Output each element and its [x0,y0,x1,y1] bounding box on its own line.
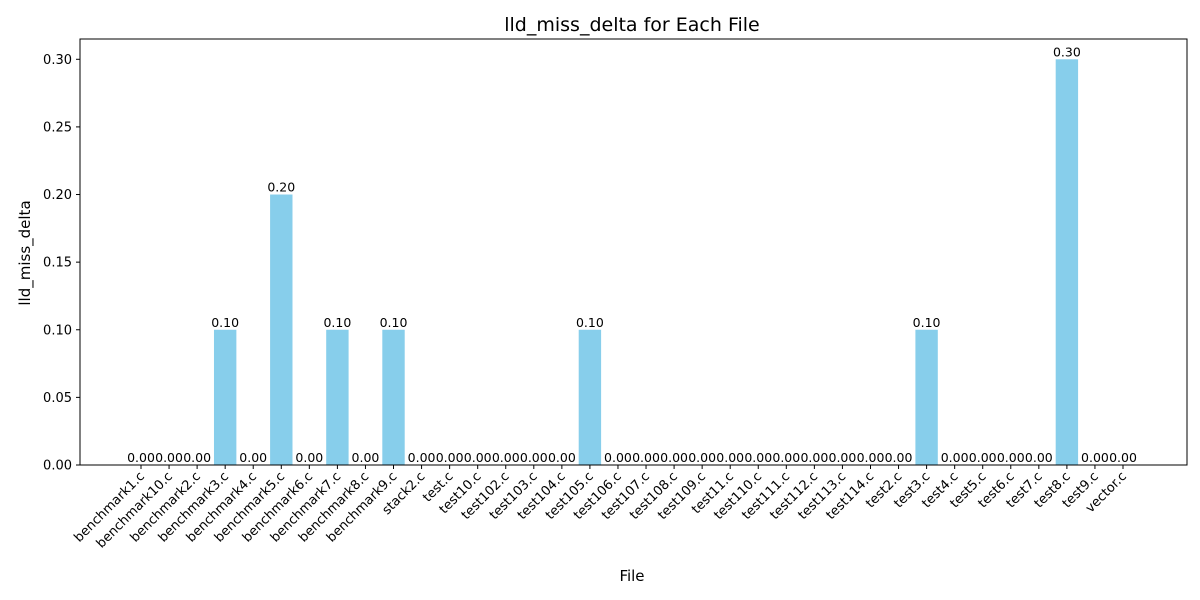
bar-benchmark9.c [382,329,405,465]
data-label: 0.00 [127,450,155,465]
data-label: 0.00 [632,450,660,465]
data-label: 0.00 [829,450,857,465]
data-label: 0.00 [941,450,969,465]
data-label: 0.00 [857,450,885,465]
data-label: 0.00 [744,450,772,465]
data-label: 0.00 [239,450,267,465]
plot-frame [79,38,1188,466]
bar-benchmark3.c [213,329,237,465]
data-labels-group: 0.00 0.00 0.000.100.000.200.000.100.000.10… [127,44,1137,465]
data-label: 0.10 [913,315,941,330]
data-label: 0.00 [352,450,380,465]
data-label: 0.00 [688,450,716,465]
bar-benchmark7.c [326,329,349,465]
data-label: 0.00 [1081,450,1109,465]
data-label: 0.00 [997,450,1025,465]
data-label: 0.00 [295,450,323,465]
data-label: 0.00 [464,450,492,465]
y-axis-label: lld_miss_delta [16,200,35,305]
bar-test105.c [578,329,602,465]
data-label: 0.00 [660,450,688,465]
y-tick-label: 0.25 [43,120,72,135]
data-label: 0.00 [969,450,997,465]
data-label: 0.00 [1109,450,1137,465]
y-tick-label: 0.00 [43,459,72,474]
data-label: 0.10 [211,315,239,330]
data-label: 0.10 [323,315,351,330]
y-tick-label: 0.05 [43,391,72,406]
bar-benchmark5.c [270,194,293,465]
data-label: 0.00 [492,450,520,465]
chart-title: lld_miss_delta for Each File [504,14,760,36]
bar-test3.c [915,329,938,465]
bar-test8.c [1055,59,1079,465]
x-axis-label: File [619,567,644,585]
data-label: 0.20 [267,180,295,195]
data-label: 0.10 [576,315,604,330]
x-axis: benchmark1.cbenchmark10.cbenchmark2.cben… [72,465,1130,551]
y-tick-label: 0.30 [43,53,72,68]
data-label: 0.30 [1053,44,1081,59]
y-axis: 0.00 0.05 0.10 0.15 0.20 0.25 0.30 [43,53,80,474]
data-label: 0.00 [155,450,183,465]
data-label: 0.00 [885,450,913,465]
bars-group [213,59,1079,465]
data-label: 0.00 [183,450,211,465]
data-label: 0.00 [716,450,744,465]
data-label: 0.00 [604,450,632,465]
y-tick-label: 0.10 [43,323,72,338]
y-tick-label: 0.15 [43,256,72,271]
data-label: 0.00 [548,450,576,465]
data-label: 0.00 [772,450,800,465]
data-label: 0.00 [1025,450,1053,465]
data-label: 0.00 [408,450,436,465]
y-tick-label: 0.20 [43,188,72,203]
data-label: 0.00 [800,450,828,465]
data-label: 0.10 [380,315,408,330]
data-label: 0.00 [520,450,548,465]
data-label: 0.00 [436,450,464,465]
